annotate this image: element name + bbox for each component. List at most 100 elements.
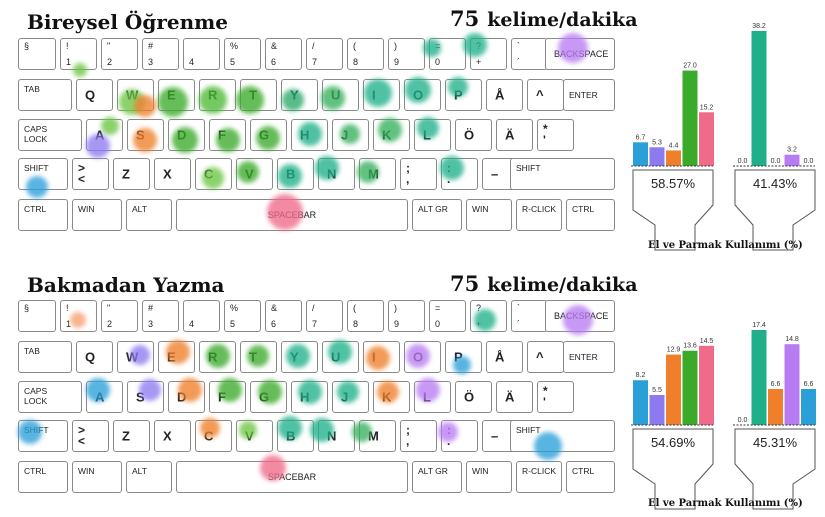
heatmap-blob [256, 126, 280, 150]
heatmap-blob [278, 164, 302, 188]
key-label: 8 [353, 319, 359, 329]
finger-usage-chart-2: 8.2 5.5 12.9 13.6 14.5 54.69% 0.0 17.4 6.6 14.8 6.… [625, 259, 825, 517]
bar [682, 70, 698, 166]
key-letter: Ä [496, 381, 533, 413]
key-enter: ENTER [563, 79, 615, 111]
key-label: 6 [271, 319, 277, 329]
key-label: WIN [78, 204, 95, 214]
key-label: Ä [505, 389, 515, 405]
heatmap-blob [340, 124, 360, 144]
key-ctrl: CTRL [18, 199, 68, 231]
heatmap-blob [406, 344, 430, 368]
key-label: ´ [517, 57, 520, 67]
bar-value-label: 0.0 [738, 158, 748, 165]
key-shift-right: SHIFT [510, 420, 615, 452]
heatmap-blob [206, 344, 230, 368]
key-letter: X [154, 420, 191, 452]
heatmap-blob [172, 127, 198, 153]
key-shift-label: ! [66, 41, 69, 51]
key-number: % 5 [224, 38, 261, 70]
key-alt-gr: ALT GR [412, 199, 462, 231]
bar [649, 394, 665, 425]
speed-value: 75 [450, 6, 480, 31]
heatmap-blob [158, 87, 188, 117]
key-label: Q [85, 87, 96, 103]
key-label: 6 [271, 57, 277, 67]
key-letter: > < [72, 420, 109, 452]
chart-title: El ve Parmak Kullanımı (%) [648, 498, 803, 509]
key-caps-lock: CAPS LOCK [18, 119, 82, 151]
key-label: – [491, 428, 499, 444]
right-hand-outline [734, 169, 816, 251]
key-shift-label: ! [66, 303, 69, 313]
key-shift-label: = [435, 303, 441, 313]
key-label: Z [122, 428, 130, 444]
key-letter: ^ [527, 79, 564, 111]
bar-value-label: 14.5 [700, 338, 714, 345]
key-shift-label: ` [517, 303, 520, 313]
key-label: – [491, 166, 499, 182]
heatmap-blob [453, 356, 471, 374]
key-label: CAPS LOCK [24, 386, 48, 406]
key-section: § [18, 38, 56, 70]
key-label: Ö [464, 389, 475, 405]
key-label: WIN [78, 466, 95, 476]
heatmap-blob [139, 379, 161, 401]
key-label: Z [122, 166, 130, 182]
heatmap-blob [86, 134, 110, 158]
key-section: § [18, 300, 56, 332]
key-caps-lock: CAPS LOCK [18, 381, 82, 413]
key-shift-label: # [148, 41, 154, 51]
heatmap-blob [364, 79, 392, 107]
heatmap-blob [247, 345, 269, 367]
key-letter: Q [76, 79, 113, 111]
heatmap-blob [73, 63, 87, 77]
heatmap-blob [236, 86, 264, 114]
key-label: TAB [24, 346, 40, 356]
panel-bireysel: §!1"2#34%5&6/7(8)9=0?+`´BACKSPACETABQWER… [0, 0, 825, 258]
key-label: SHIFT [516, 425, 541, 435]
heatmap-blob [378, 118, 402, 142]
key-tab: TAB [18, 79, 72, 111]
key-number: " 2 [101, 300, 138, 332]
key-number: 4 [183, 38, 220, 70]
heatmap-blob [377, 381, 399, 403]
heatmap-blob [260, 455, 286, 481]
key-label: WIN [472, 466, 489, 476]
speed-readout: 75 kelime/dakika [450, 271, 638, 296]
key-number: ) 9 [388, 300, 425, 332]
key-label: ; , [406, 423, 410, 448]
key-shift-label: ( [353, 303, 356, 313]
key-shift-label: % [230, 41, 239, 51]
key-number: ` ´ [511, 38, 548, 70]
key-label: 7 [312, 57, 318, 67]
bar [666, 150, 681, 166]
key-win: WIN [72, 199, 122, 231]
bar-value-label: 38.2 [752, 23, 766, 30]
key-label: § [24, 303, 30, 313]
bar [682, 350, 698, 425]
key-label: 4 [189, 319, 195, 329]
bar [699, 345, 714, 425]
key-label: 0 [435, 319, 441, 329]
bar [768, 388, 783, 425]
key-number: (8 [347, 38, 384, 70]
key-alt: ALT [126, 199, 172, 231]
key-ctrl: CTRL [566, 199, 615, 231]
heatmap-blob [199, 86, 227, 114]
key-label: > < [78, 423, 86, 448]
hand-total-percent: 41.43% [753, 176, 798, 191]
key-shift-label: / [312, 303, 315, 313]
key-number: /7 [306, 300, 343, 332]
key-label: X [163, 428, 172, 444]
bar [784, 154, 800, 166]
key-label: 2 [107, 57, 113, 67]
bar [649, 147, 665, 166]
key-label: * ' [543, 384, 548, 409]
heatmap-blob [337, 381, 359, 403]
key-spacebar: SPACEBAR [176, 461, 408, 493]
key-shift-label: & [271, 303, 278, 313]
heatmap-blob [440, 156, 464, 180]
heatmap-blob [130, 345, 150, 365]
key-shift-label: % [230, 303, 239, 313]
